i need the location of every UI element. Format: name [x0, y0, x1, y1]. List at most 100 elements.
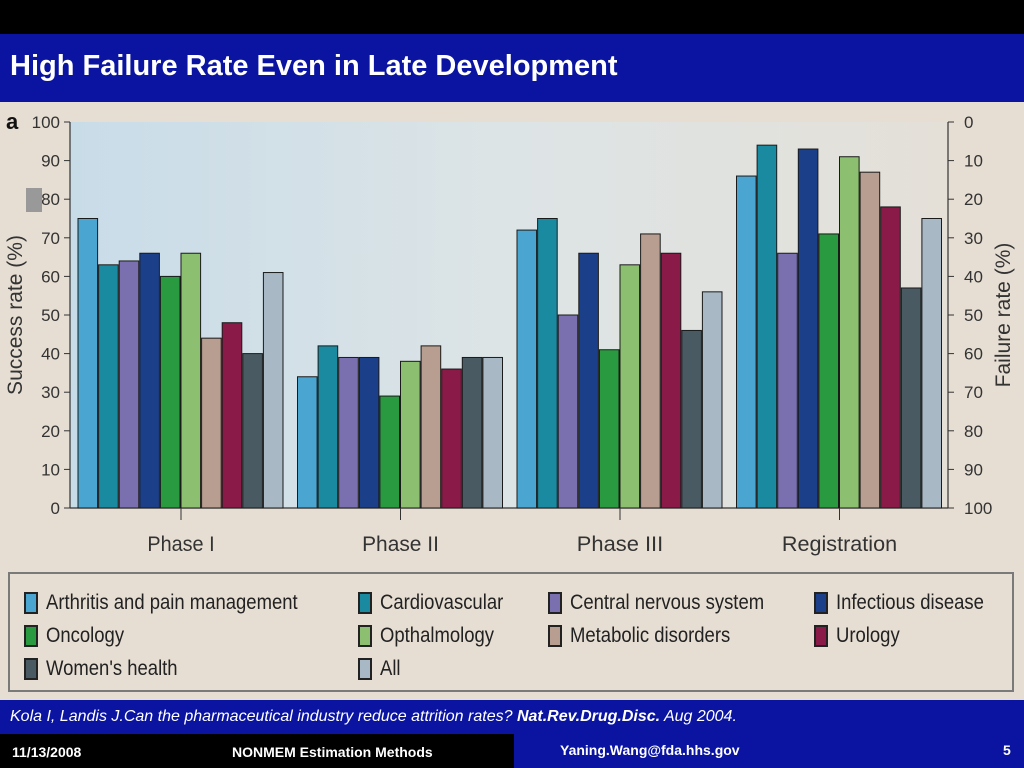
bar: [139, 252, 160, 509]
right-tick-label: 40: [964, 267, 983, 286]
right-tick-label: 30: [964, 229, 983, 248]
legend-swatch: [24, 625, 38, 647]
legend-swatch: [358, 592, 372, 614]
bar: [557, 314, 579, 509]
legend-item: Women's health: [24, 654, 196, 684]
legend-swatch: [814, 625, 828, 647]
citation-date: Aug 2004.: [660, 708, 737, 725]
legend-label: Central nervous system: [570, 591, 765, 614]
left-tick-label: 0: [51, 499, 60, 518]
bar: [900, 287, 922, 509]
citation-bar: Kola I, Landis J.Can the pharmaceutical …: [0, 700, 1024, 734]
footer-email: Yaning.Wang@fda.hhs.gov: [560, 742, 740, 758]
marker-square: [26, 188, 42, 212]
bar: [358, 356, 380, 509]
bar: [297, 376, 318, 509]
category-label: Phase I: [147, 533, 214, 556]
bar: [338, 356, 359, 509]
bar: [921, 218, 943, 509]
bar: [681, 329, 702, 509]
right-tick-label: 60: [964, 345, 983, 364]
bar: [516, 229, 538, 509]
footer-page-number: 5: [1003, 742, 1011, 758]
legend-swatch: [358, 658, 372, 680]
footer-date: 11/13/2008: [12, 744, 82, 760]
citation-text: Kola I, Landis J.Can the pharmaceutical …: [10, 708, 517, 725]
legend-label: Cardiovascular: [380, 591, 504, 614]
category-label: Phase II: [362, 533, 439, 556]
bar: [98, 264, 119, 509]
legend-item: Opthalmology: [358, 621, 510, 651]
legend-item: Urology: [814, 621, 908, 651]
left-tick-label: 100: [32, 113, 60, 132]
left-tick-label: 20: [41, 422, 60, 441]
left-tick-label: 50: [41, 306, 60, 325]
footer-email-panel: [514, 734, 1024, 768]
legend-item: Central nervous system: [548, 588, 791, 618]
bar: [736, 175, 757, 509]
bar: [400, 360, 421, 509]
right-tick-label: 10: [964, 152, 983, 171]
legend-label: Women's health: [46, 657, 178, 680]
right-tick-label: 80: [964, 422, 983, 441]
legend-label: Arthritis and pain management: [46, 591, 298, 614]
legend-item: Cardiovascular: [358, 588, 520, 618]
legend-swatch: [814, 592, 828, 614]
bar: [859, 171, 881, 509]
legend-item: Arthritis and pain management: [24, 588, 332, 618]
footer-title: NONMEM Estimation Methods: [232, 744, 433, 760]
bar: [482, 356, 503, 509]
bar: [578, 252, 599, 509]
right-tick-label: 90: [964, 460, 983, 479]
slide-title: High Failure Rate Even in Late Developme…: [10, 50, 618, 82]
citation: Kola I, Landis J.Can the pharmaceutical …: [10, 708, 737, 726]
bar: [818, 233, 840, 509]
category-label: Phase III: [577, 533, 663, 556]
bar: [640, 233, 661, 509]
y-axis-label-right: Failure rate (%): [992, 243, 1015, 388]
right-tick-label: 0: [964, 113, 973, 132]
legend-label: Urology: [836, 624, 900, 647]
category-label: Registration: [782, 533, 897, 556]
bar: [701, 291, 723, 509]
right-tick-label: 70: [964, 383, 983, 402]
left-tick-label: 40: [41, 345, 60, 364]
bar: [777, 252, 798, 509]
legend-label: Infectious disease: [836, 591, 984, 614]
bar: [880, 206, 901, 509]
bar: [180, 252, 202, 509]
bar: [756, 144, 778, 509]
bar: [379, 395, 400, 509]
bar: [242, 353, 263, 509]
right-tick-label: 50: [964, 306, 983, 325]
legend-swatch: [358, 625, 372, 647]
bar: [118, 260, 140, 509]
legend-item: All: [358, 654, 403, 684]
bar: [420, 345, 442, 509]
legend-swatch: [548, 592, 562, 614]
bar: [201, 337, 222, 509]
figure-area: 0 100 10 90 20 80 30 70 40 60 50 50 60 40 70 30 80 20 90 10…: [0, 102, 1024, 700]
legend-label: All: [380, 657, 401, 680]
legend-swatch: [24, 592, 38, 614]
legend-item: Oncology: [24, 621, 135, 651]
chart-legend: Arthritis and pain management Cardiovascu…: [8, 572, 1014, 692]
left-tick-label: 70: [41, 229, 60, 248]
bar: [221, 322, 243, 509]
bar: [441, 368, 462, 509]
bar: [461, 356, 483, 509]
left-tick-label: 10: [41, 460, 60, 479]
bar: [159, 275, 181, 509]
bar: [317, 345, 339, 509]
y-axis-label: Success rate (%): [4, 235, 27, 395]
legend-swatch: [548, 625, 562, 647]
legend-label: Opthalmology: [380, 624, 495, 647]
bar: [598, 349, 620, 509]
bar: [77, 218, 99, 509]
bar: [660, 252, 682, 509]
legend-label: Oncology: [46, 624, 125, 647]
legend-item: Metabolic disorders: [548, 621, 752, 651]
bar: [537, 218, 558, 509]
legend-item: Infectious disease: [814, 588, 1004, 618]
